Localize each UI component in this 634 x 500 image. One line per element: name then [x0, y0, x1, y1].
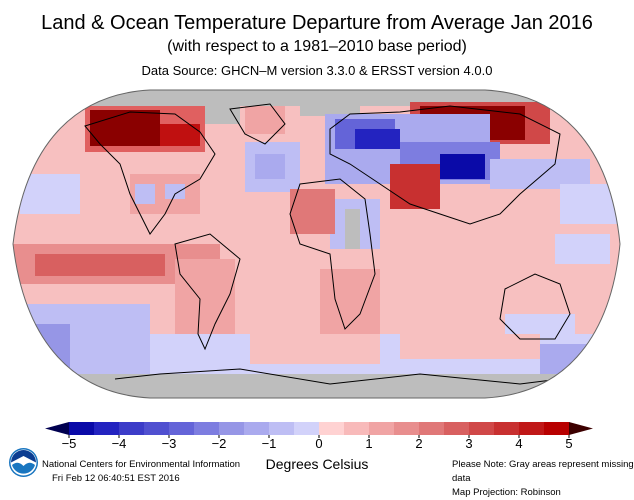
- colorbar-segment: [144, 422, 170, 435]
- colorbar-segment: [319, 422, 345, 435]
- colorbar-segment: [444, 422, 470, 435]
- anomaly-grid: [13, 90, 620, 398]
- colorbar-tick-label: 4: [515, 436, 523, 451]
- colorbar-tick-label: −5: [61, 436, 77, 451]
- coastlines: [84, 103, 571, 385]
- colorbar-segment: [194, 422, 220, 435]
- missing-data-note: Please Note: Gray areas represent missin…: [452, 459, 634, 484]
- colorbar-segment: [294, 422, 320, 435]
- colorbar-segment: [469, 422, 495, 435]
- colorbar: [45, 422, 593, 438]
- data-source: Data Source: GHCN–M version 3.3.0 & ERSS…: [141, 63, 493, 78]
- temperature-anomaly-map: [12, 89, 621, 399]
- colorbar-segment: [244, 422, 270, 435]
- noaa-logo: [9, 448, 38, 477]
- colorbar-segment: [219, 422, 245, 435]
- colorbar-segment: [344, 422, 370, 435]
- org-name: National Centers for Environmental Infor…: [42, 459, 241, 470]
- colorbar-segment: [544, 422, 570, 435]
- colorbar-tick-label: −2: [211, 436, 227, 451]
- colorbar-segment: [169, 422, 195, 435]
- colorbar-segment: [519, 422, 545, 435]
- colorbar-segment: [119, 422, 145, 435]
- footer-right: Please Note: Gray areas represent missin…: [452, 458, 634, 500]
- colorbar-segment: [419, 422, 445, 435]
- footer-left: National Centers for Environmental Infor…: [42, 458, 240, 486]
- page-title: Land & Ocean Temperature Departure from …: [41, 12, 593, 34]
- colorbar-tick-label: −4: [111, 436, 127, 451]
- colorbar-tick-label: −1: [261, 436, 277, 451]
- colorbar-segment: [94, 422, 120, 435]
- colorbar-tick-label: −3: [161, 436, 177, 451]
- colorbar-segment: [494, 422, 520, 435]
- colorbar-segment: [69, 422, 95, 435]
- colorbar-tick-label: 1: [365, 436, 373, 451]
- colorbar-tick-label: 2: [415, 436, 423, 451]
- colorbar-unit-label: Degrees Celsius: [265, 456, 369, 472]
- colorbar-segment: [394, 422, 420, 435]
- page-subtitle: (with respect to a 1981–2010 base period…: [167, 38, 467, 55]
- map-border: [12, 89, 621, 399]
- colorbar-high-extend: [569, 422, 593, 435]
- colorbar-low-extend: [45, 422, 69, 435]
- colorbar-tick-label: 0: [315, 436, 323, 451]
- colorbar-segment: [369, 422, 395, 435]
- projection-note: Map Projection: Robinson: [452, 487, 561, 498]
- colorbar-tick-label: 3: [465, 436, 473, 451]
- colorbar-segment: [269, 422, 295, 435]
- timestamp: Fri Feb 12 06:40:51 EST 2016: [52, 473, 180, 484]
- colorbar-tick-label: 5: [565, 436, 573, 451]
